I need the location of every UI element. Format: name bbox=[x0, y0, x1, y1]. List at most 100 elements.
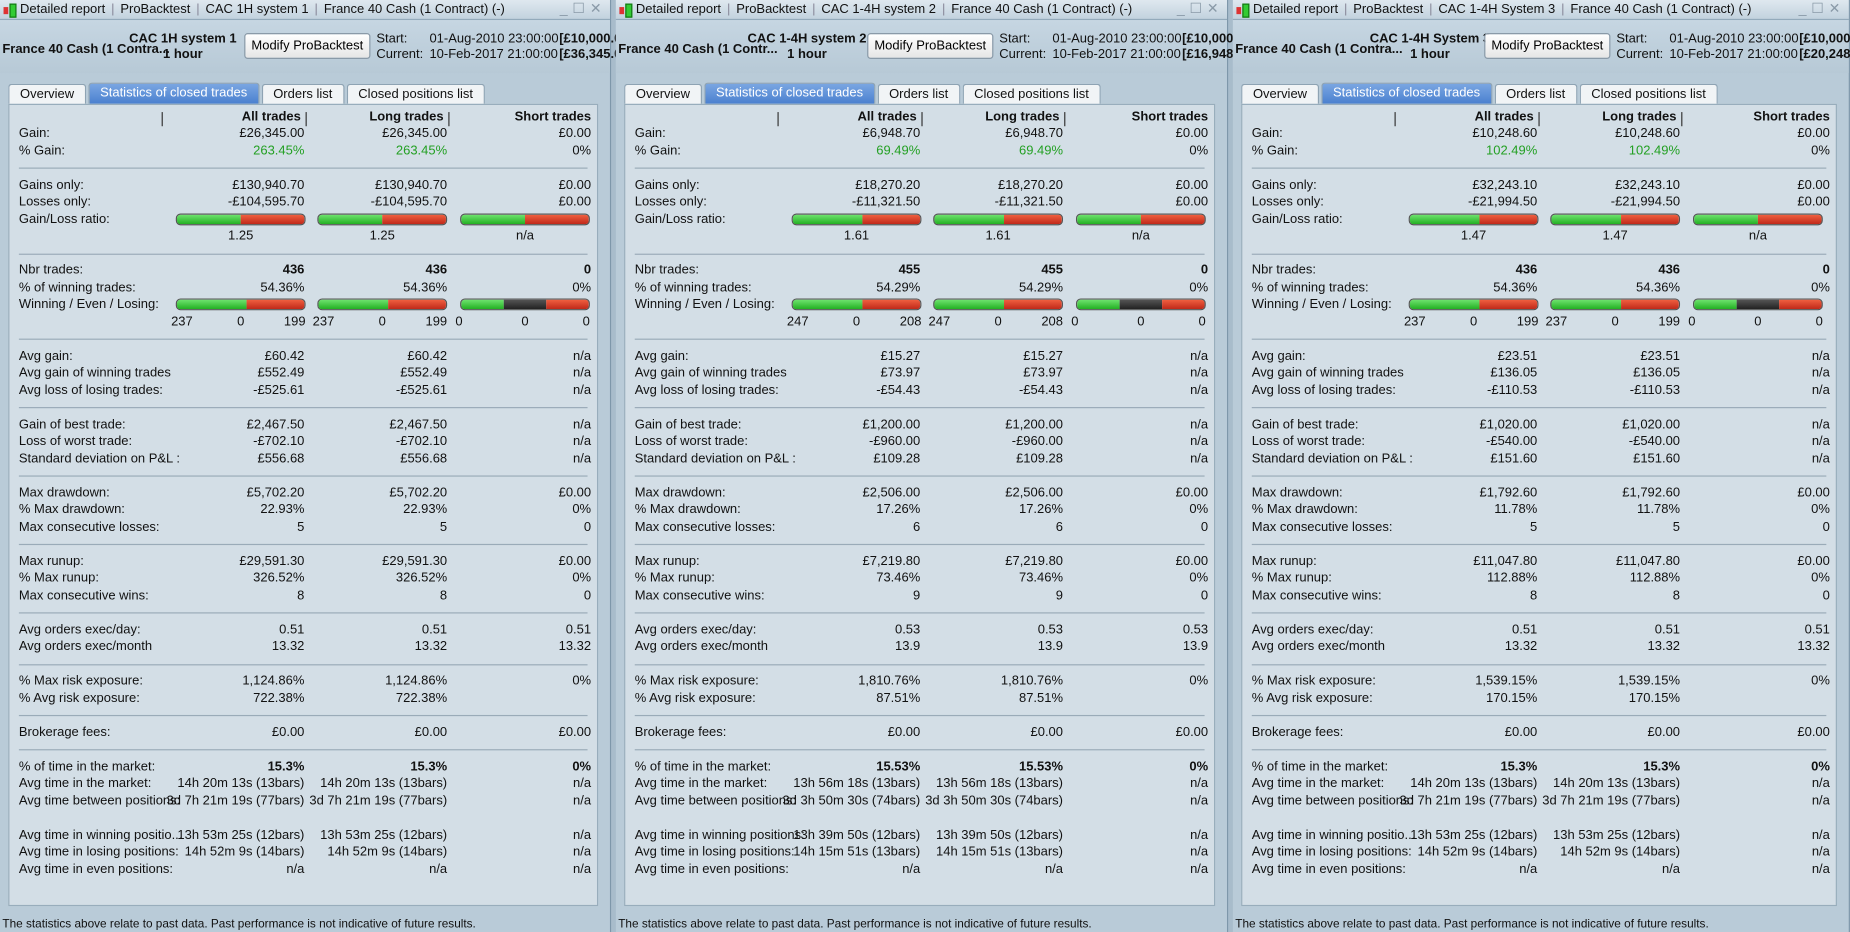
stat-row: Avg time in the market: 14h 20m 13s (13ba… bbox=[1242, 775, 1835, 792]
tab-bar: Overview Statistics of closed trades Order… bbox=[8, 82, 485, 104]
stat-value: £130,940.70 bbox=[374, 177, 448, 192]
stat-value: £0.00 bbox=[1797, 126, 1830, 141]
stat-row: Avg orders exec/day: 0.51 0.51 0.51 bbox=[1242, 621, 1835, 638]
stat-value: 0% bbox=[1189, 143, 1209, 158]
close-icon[interactable]: ✕ bbox=[589, 0, 607, 17]
maximize-icon[interactable]: ☐ bbox=[1189, 0, 1207, 17]
column-resize-handle[interactable] bbox=[448, 112, 450, 127]
minimize-icon[interactable]: _ bbox=[1176, 0, 1190, 17]
column-header[interactable]: All trades bbox=[857, 109, 917, 124]
loss-segment bbox=[1140, 214, 1205, 224]
loss-segment bbox=[246, 299, 305, 310]
column-header[interactable]: All trades bbox=[241, 109, 301, 124]
stat-row: Brokerage fees: £0.00 £0.00 £0.00 bbox=[625, 724, 1214, 741]
stat-row: % Max drawdown: 22.93% 22.93% 0% bbox=[9, 501, 597, 518]
stat-label: Gain/Loss ratio: bbox=[1251, 211, 1343, 226]
tab-closed-positions-list[interactable]: Closed positions list bbox=[1579, 83, 1718, 104]
stat-value: 54.36% bbox=[1493, 280, 1538, 295]
stat-value: 87.51% bbox=[1018, 690, 1063, 705]
minimize-icon[interactable]: _ bbox=[1798, 0, 1812, 17]
stat-value: 263.45% bbox=[395, 143, 448, 158]
modify-probacktest-button[interactable]: Modify ProBacktest bbox=[867, 33, 994, 59]
stat-value: £556.68 bbox=[257, 451, 305, 466]
tab-closed-positions-list[interactable]: Closed positions list bbox=[962, 83, 1101, 104]
stat-value: n/a bbox=[573, 365, 592, 380]
title-separator: | bbox=[1343, 2, 1348, 17]
column-header[interactable]: Short trades bbox=[1753, 109, 1830, 124]
column-header[interactable]: Long trades bbox=[369, 109, 444, 124]
report-window: Detailed report | ProBacktest | CAC 1-4H sys… bbox=[615, 0, 1256, 932]
stat-value: £11,047.80 bbox=[1616, 553, 1681, 569]
stat-value: n/a bbox=[1190, 844, 1209, 859]
stat-label: Brokerage fees: bbox=[1251, 724, 1344, 740]
column-resize-handle[interactable] bbox=[777, 112, 779, 127]
ratio-bar bbox=[317, 212, 448, 225]
tab-statistics-of-closed-trades[interactable]: Statistics of closed trades bbox=[704, 82, 875, 104]
column-resize-handle[interactable] bbox=[1394, 112, 1396, 127]
stat-value: 6 bbox=[913, 519, 921, 534]
column-header[interactable]: All trades bbox=[1474, 109, 1534, 124]
stat-label: Loss of worst trade: bbox=[18, 434, 133, 449]
column-header[interactable]: Long trades bbox=[1602, 109, 1677, 124]
column-resize-handle[interactable] bbox=[161, 112, 163, 127]
stat-label: Standard deviation on P&L : bbox=[18, 451, 181, 466]
section-divider bbox=[1251, 663, 1827, 665]
minimize-icon[interactable]: _ bbox=[559, 0, 573, 17]
tab-statistics-of-closed-trades[interactable]: Statistics of closed trades bbox=[1321, 82, 1492, 104]
modify-probacktest-button[interactable]: Modify ProBacktest bbox=[1484, 33, 1611, 59]
stat-value: 13h 53m 25s (12bars) bbox=[1410, 827, 1538, 842]
title-bar[interactable]: Detailed report | ProBacktest | CAC 1H syste… bbox=[0, 0, 610, 21]
stat-value: £6,948.70 bbox=[862, 126, 921, 141]
win-segment bbox=[1409, 214, 1480, 224]
close-icon[interactable]: ✕ bbox=[1206, 0, 1224, 17]
column-resize-handle[interactable] bbox=[1681, 112, 1683, 127]
stat-row: Avg time between positions: 3d 3h 50m 30s… bbox=[625, 792, 1214, 809]
tab-orders-list[interactable]: Orders list bbox=[261, 83, 345, 104]
close-icon[interactable]: ✕ bbox=[1828, 0, 1846, 17]
tab-statistics-of-closed-trades[interactable]: Statistics of closed trades bbox=[88, 82, 260, 104]
stat-row: % Max risk exposure: 1,124.86% 1,124.86% 0% bbox=[9, 672, 597, 689]
bar-count-even: 0 bbox=[1469, 314, 1478, 329]
stat-value: £0.00 bbox=[558, 126, 592, 141]
tab-closed-positions-list[interactable]: Closed positions list bbox=[346, 83, 485, 104]
report-window: Detailed report | ProBacktest | CAC 1-4H Sys… bbox=[1232, 0, 1850, 932]
stat-value: 0 bbox=[583, 519, 592, 534]
win-segment bbox=[792, 299, 862, 310]
title-bar[interactable]: Detailed report | ProBacktest | CAC 1-4H Sys… bbox=[1232, 0, 1849, 21]
stat-value: n/a bbox=[1811, 844, 1830, 859]
stat-row: Avg orders exec/month 13.32 13.32 13.32 bbox=[9, 638, 597, 655]
stat-value: n/a bbox=[1811, 827, 1830, 842]
stat-value: £552.49 bbox=[400, 365, 448, 380]
column-resize-handle[interactable] bbox=[1064, 112, 1066, 127]
maximize-icon[interactable]: ☐ bbox=[1811, 0, 1829, 17]
title-app: Detailed report bbox=[635, 2, 722, 17]
column-header[interactable]: Short trades bbox=[1131, 109, 1209, 124]
bar-count-win: 0 bbox=[455, 314, 463, 329]
stat-value: £0.00 bbox=[1647, 724, 1681, 740]
tab-orders-list[interactable]: Orders list bbox=[1494, 83, 1578, 104]
modify-probacktest-button[interactable]: Modify ProBacktest bbox=[244, 33, 371, 59]
column-resize-handle[interactable] bbox=[1538, 112, 1540, 127]
stat-value: n/a bbox=[429, 861, 448, 877]
tab-overview[interactable]: Overview bbox=[8, 83, 86, 104]
stat-value: n/a bbox=[573, 417, 592, 432]
stat-label: Gains only: bbox=[1251, 177, 1317, 192]
title-bar[interactable]: Detailed report | ProBacktest | CAC 1-4H sys… bbox=[615, 0, 1227, 21]
stat-value: 170.15% bbox=[1486, 690, 1538, 705]
tab-orders-list[interactable]: Orders list bbox=[877, 83, 961, 104]
tab-overview[interactable]: Overview bbox=[1241, 83, 1319, 104]
tab-overview[interactable]: Overview bbox=[624, 83, 702, 104]
column-header[interactable]: Long trades bbox=[985, 109, 1060, 124]
bar-count-loss: 0 bbox=[1198, 314, 1206, 329]
maximize-icon[interactable]: ☐ bbox=[572, 0, 590, 17]
bar-count-win: 247 bbox=[928, 314, 951, 329]
section-divider bbox=[1251, 167, 1827, 169]
stat-value: £23.51 bbox=[1640, 348, 1681, 363]
stat-value: 5 bbox=[1530, 519, 1538, 534]
column-resize-handle[interactable] bbox=[921, 112, 923, 127]
stat-label: Avg time in even positions: bbox=[1251, 861, 1406, 877]
stat-row: Standard deviation on P&L : £151.60 £151.6… bbox=[1242, 450, 1835, 467]
column-resize-handle[interactable] bbox=[305, 112, 307, 127]
stat-value: -£11,321.50 bbox=[994, 194, 1063, 209]
column-header[interactable]: Short trades bbox=[514, 109, 592, 124]
